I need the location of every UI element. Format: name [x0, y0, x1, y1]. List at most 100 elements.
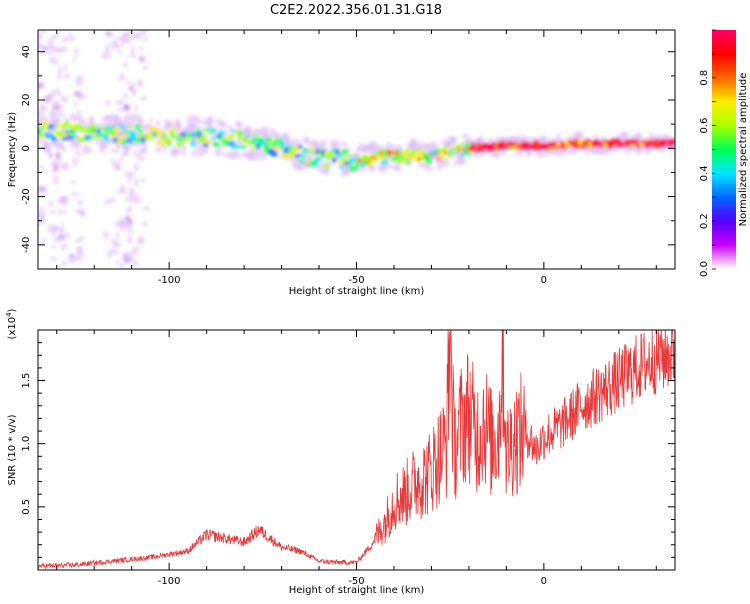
heatmap-ridge-blob	[297, 145, 303, 149]
heatmap-halo-blob	[154, 147, 162, 153]
heatmap-noise-blob	[61, 164, 68, 169]
heatmap-ridge-blob	[458, 148, 463, 153]
heatmap-ridge-blob	[176, 141, 184, 148]
heatmap-noise-blob	[126, 54, 130, 58]
heatmap-noise-blob	[123, 171, 131, 177]
heatmap-noise-blob	[49, 200, 54, 208]
heatmap-ridge-blob	[289, 149, 296, 156]
heatmap-ridge-blob	[670, 141, 675, 146]
heatmap-ridge-blob	[339, 165, 345, 170]
heatmap-noise-blob	[106, 251, 113, 260]
heatmap-noise-blob	[60, 243, 66, 252]
heatmap-ridge-blob	[230, 133, 235, 140]
heatmap-ridge-blob	[308, 145, 313, 153]
heatmap-halo-blob	[474, 151, 480, 159]
snr-frame	[37, 329, 676, 571]
heatmap-ridge-blob	[218, 129, 225, 136]
heatmap-noise-blob	[127, 175, 132, 185]
heatmap-noise-blob	[39, 102, 46, 112]
heatmap-halo-blob	[61, 144, 67, 153]
heatmap-halo-blob	[197, 119, 206, 125]
heatmap-noise-blob	[38, 222, 41, 227]
heatmap-noise-blob	[77, 151, 82, 158]
heatmap-halo-blob	[38, 110, 45, 116]
heatmap-ridge-blob	[243, 136, 248, 142]
heatmap-ridge-blob	[89, 124, 97, 130]
heatmap-noise-blob	[50, 90, 56, 99]
heatmap-halo-blob	[138, 117, 144, 127]
heatmap-noise-blob	[128, 190, 137, 198]
heatmap-noise-blob	[73, 54, 77, 62]
heatmap-noise-blob	[60, 95, 69, 103]
heatmap-halo-blob	[291, 164, 300, 170]
heatmap-noise-blob	[114, 100, 123, 105]
heatmap-noise-blob	[50, 245, 57, 249]
heatmap-noise-blob	[122, 61, 128, 68]
heatmap-halo-blob	[234, 153, 243, 159]
heatmap-noise-blob	[105, 44, 110, 52]
heatmap-halo-blob	[310, 140, 320, 147]
heatmap-ridge-blob	[355, 163, 361, 169]
heatmap-noise-blob	[69, 36, 76, 42]
heatmap-ridge-blob	[42, 120, 50, 126]
heatmap-noise-blob	[57, 65, 63, 75]
heatmap-halo-blob	[57, 139, 63, 150]
heatmap-noise-blob	[74, 47, 80, 55]
heatmap-noise-blob	[60, 210, 69, 214]
y-tick-label: 0	[21, 145, 32, 151]
heatmap-noise-blob	[115, 259, 120, 264]
heatmap-noise-blob	[111, 40, 116, 47]
heatmap-ridge-blob	[412, 147, 419, 152]
heatmap-noise-blob	[52, 178, 60, 185]
heatmap-ridge-blob	[323, 163, 330, 170]
heatmap-halo-blob	[357, 167, 366, 173]
heatmap-ridge-blob	[189, 138, 196, 143]
heatmap-noise-blob	[38, 41, 44, 49]
heatmap-ridge-blob	[147, 126, 155, 131]
heatmap-noise-blob	[39, 205, 43, 210]
x-tick-label: -100	[158, 576, 181, 587]
heatmap-halo-blob	[176, 123, 182, 131]
heatmap-ridge-blob	[348, 165, 357, 172]
heatmap-halo-blob	[74, 114, 81, 120]
heatmap-ridge-blob	[282, 153, 287, 160]
heatmap-noise-blob	[126, 229, 135, 234]
heatmap-noise-blob	[54, 225, 59, 231]
colorbar-tick-label: 0.2	[699, 213, 710, 229]
heatmap-noise-blob	[61, 260, 67, 268]
heatmap-ridge-blob	[270, 151, 279, 157]
x-tick-label: 0	[541, 576, 547, 587]
heatmap-ridge-blob	[311, 150, 316, 156]
heatmap-ridge-blob	[116, 140, 122, 145]
heatmap-ridge-blob	[444, 148, 450, 153]
heatmap-halo-blob	[516, 149, 523, 157]
heatmap-halo-blob	[339, 141, 348, 146]
heatmap-noise-blob	[49, 256, 58, 261]
heatmap-halo-blob	[261, 125, 269, 132]
colorbar-ticks: 0.0 0.2 0.4 0.6 0.8	[699, 29, 716, 277]
heatmap-noise-blob	[124, 114, 128, 121]
heatmap-halo-blob	[410, 138, 418, 147]
y-tick-label: 1.5	[21, 373, 32, 389]
heatmap-halo-blob	[81, 145, 91, 155]
x-tick-label: 0	[541, 275, 547, 286]
heatmap-noise-blob	[48, 210, 57, 214]
heatmap-halo-blob	[326, 161, 335, 166]
heatmap-halo-blob	[542, 138, 549, 145]
heatmap-halo-blob	[49, 109, 58, 119]
heatmap-noise-blob	[138, 56, 146, 63]
heatmap-noise-blob	[109, 248, 117, 253]
heatmap-halo-blob	[167, 121, 174, 127]
heatmap-noise-blob	[56, 73, 63, 80]
heatmap-halo-blob	[86, 147, 94, 152]
heatmap-noise-blob	[63, 198, 68, 207]
heatmap-ridge-blob	[332, 157, 337, 163]
heatmap-noise-blob	[53, 237, 63, 243]
heatmap-halo-blob	[169, 148, 180, 158]
heatmap-noise-blob	[38, 214, 44, 220]
heatmap-ridge-blob	[65, 135, 74, 140]
heatmap-noise-blob	[126, 235, 133, 244]
heatmap-halo-blob	[384, 164, 395, 170]
heatmap-noise-blob	[129, 45, 135, 55]
